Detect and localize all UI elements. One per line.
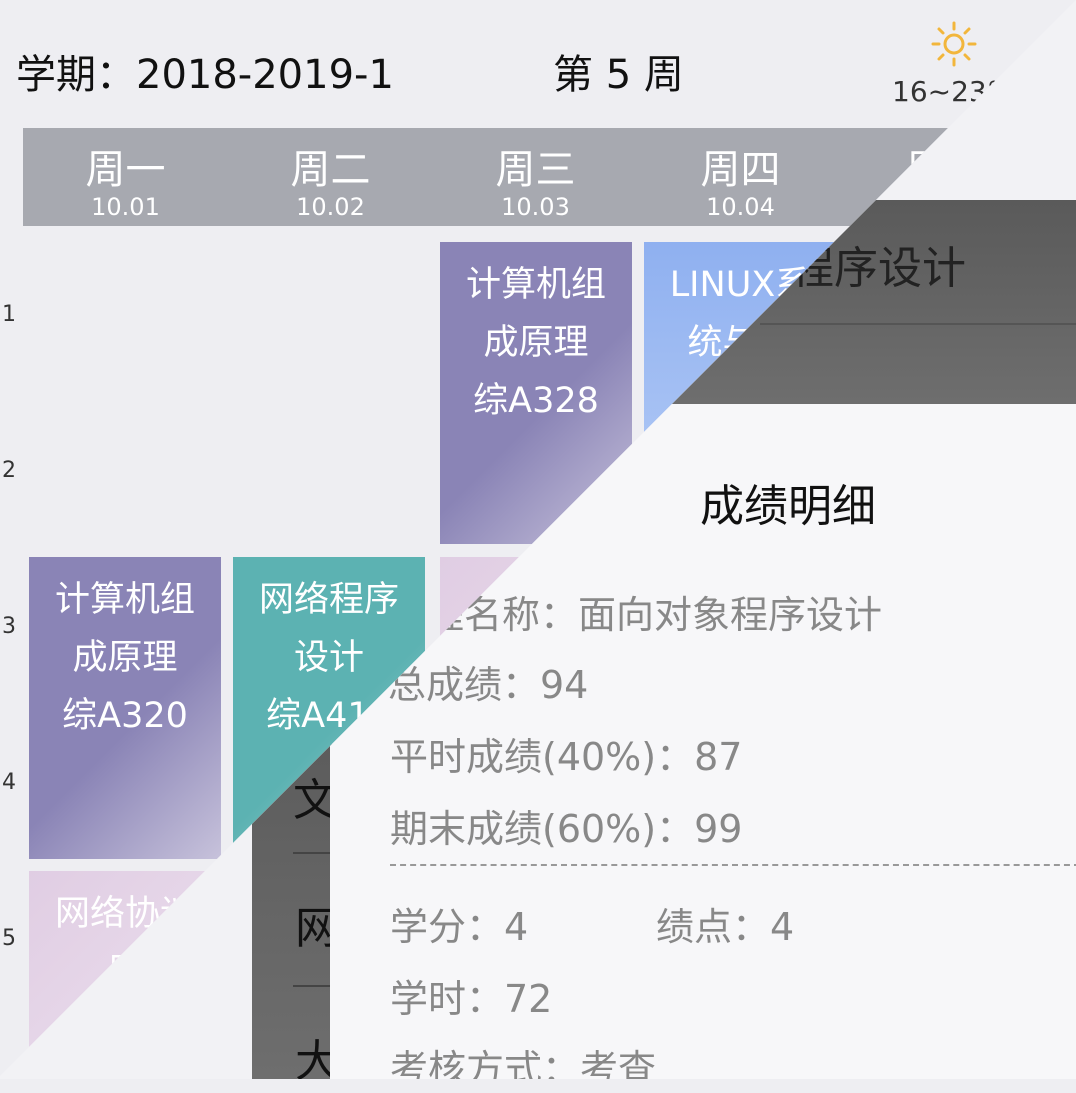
course-name-line: 成原理 xyxy=(72,638,178,678)
weekday-name: 周二 xyxy=(290,147,371,193)
final-score: 期末成绩(60%)：99 xyxy=(390,807,743,851)
weekday-date: 10.03 xyxy=(501,193,570,221)
period-number: 5 xyxy=(2,926,16,951)
total-score: 总成绩：94 xyxy=(388,663,589,707)
course-name-line: 网络程序 xyxy=(258,580,399,620)
course-room: 综A320 xyxy=(62,696,188,736)
course-name-line: 计算机组 xyxy=(465,265,606,305)
weekday-mon[interactable]: 周一 10.01 xyxy=(23,128,228,226)
weekday-tue[interactable]: 周二 10.02 xyxy=(228,128,433,226)
weekday-name: 周三 xyxy=(495,147,576,193)
weekday-name: 周一 xyxy=(85,147,166,193)
course-name-line: 设计 xyxy=(293,638,364,678)
dialog-title: 成绩明细 xyxy=(700,481,876,532)
term-label[interactable]: 学期：2018-2019-1 xyxy=(16,52,394,98)
dashed-divider xyxy=(390,864,1076,866)
weekday-thu[interactable]: 周四 10.04 xyxy=(638,128,843,226)
regular-score: 平时成绩(40%)：87 xyxy=(390,735,743,779)
weekday-date: 10.01 xyxy=(91,193,160,221)
period-number: 3 xyxy=(2,614,16,639)
weekday-wed[interactable]: 周三 10.03 xyxy=(433,128,638,226)
credit: 学分：4 xyxy=(390,905,529,949)
course-name-line: 计算机组 xyxy=(54,580,195,620)
weekday-date: 10.02 xyxy=(296,193,365,221)
period-number: 4 xyxy=(2,770,16,795)
course-block[interactable]: 计算机组 成原理 综A320 xyxy=(29,557,221,859)
course-name-line: 成原理 xyxy=(483,323,589,363)
sun-icon xyxy=(930,20,978,68)
assessment-method: 考核方式：考查 xyxy=(390,1047,657,1091)
divider xyxy=(760,323,1076,325)
divider xyxy=(293,985,333,987)
week-label[interactable]: 第 5 周 xyxy=(553,52,684,98)
course-room: 综A328 xyxy=(473,381,599,421)
weekday-name: 周四 xyxy=(700,147,781,193)
dimmed-list-item: 文 xyxy=(293,775,337,826)
hours: 学时：72 xyxy=(390,977,553,1021)
gpa: 绩点：4 xyxy=(656,905,795,949)
period-number: 2 xyxy=(2,458,16,483)
period-number: 1 xyxy=(2,302,16,327)
weekday-date: 10.04 xyxy=(706,193,775,221)
divider xyxy=(293,852,333,854)
